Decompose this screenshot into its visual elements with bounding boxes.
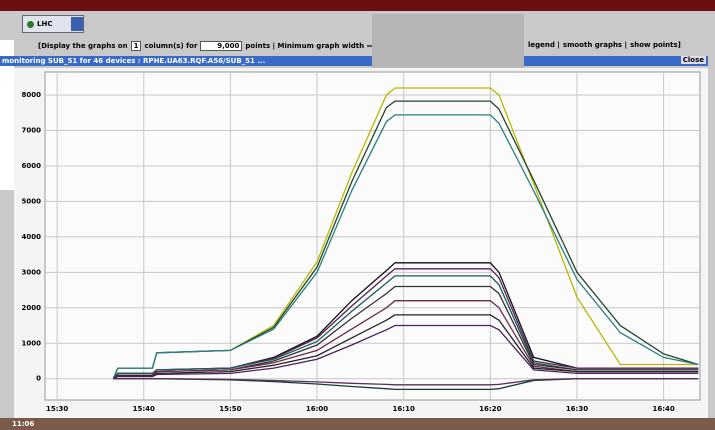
y-tick-label: 2000 xyxy=(22,304,42,312)
clock: 11:06 xyxy=(12,420,34,428)
y-tick-label: 0 xyxy=(36,375,41,383)
legend-toggle[interactable]: legend | xyxy=(528,41,560,49)
columns-input[interactable]: 1 xyxy=(131,41,142,51)
points-toggle[interactable]: show points] xyxy=(630,41,681,49)
smooth-toggle[interactable]: smooth graphs | xyxy=(563,41,627,49)
plot-area xyxy=(45,72,700,400)
text: [Display the graphs on xyxy=(38,42,128,50)
x-tick-label: 16:20 xyxy=(479,405,501,413)
options-row: [Display the graphs on 1 column(s) for 9… xyxy=(38,41,387,51)
dropdown-button[interactable] xyxy=(71,17,83,31)
window-title-bar: monitoring SUB_51 for 46 devices : RPHE.… xyxy=(0,56,708,66)
taskbar: 11:06 xyxy=(0,418,715,430)
x-tick-label: 15:30 xyxy=(46,405,68,413)
y-tick-label: 3000 xyxy=(22,268,42,276)
top-bar xyxy=(0,0,715,11)
y-tick-label: 8000 xyxy=(22,91,42,99)
x-tick-label: 16:10 xyxy=(393,405,415,413)
points-input[interactable]: 9,000 xyxy=(200,41,242,51)
chart: 0 1000 2000 3000 4000 5000 6000 7000 8000 15:30 15… xyxy=(14,68,708,418)
y-tick-label: 6000 xyxy=(22,162,42,170)
text: column(s) for xyxy=(144,42,197,50)
y-tick-label: 5000 xyxy=(22,197,42,205)
close-button[interactable]: Close xyxy=(681,56,706,64)
selector-label: LHC xyxy=(37,20,52,28)
x-tick-label: 15:40 xyxy=(133,405,155,413)
x-tick-label: 16:30 xyxy=(566,405,588,413)
selector[interactable]: LHC xyxy=(22,15,84,33)
y-tick-label: 7000 xyxy=(22,127,42,135)
x-tick-label: 15:50 xyxy=(219,405,241,413)
options-right: legend | smooth graphs | show points] xyxy=(528,41,681,49)
y-tick-label: 1000 xyxy=(22,339,42,347)
screen: LHC [Display the graphs on 1 column(s) f… xyxy=(0,0,715,430)
icon xyxy=(27,21,34,28)
window-title: monitoring SUB_51 for 46 devices : RPHE.… xyxy=(2,57,265,65)
y-tick-label: 4000 xyxy=(22,233,42,241)
text: points | Minimum graph width xyxy=(245,42,364,50)
x-tick-label: 16:00 xyxy=(306,405,328,413)
x-tick-label: 16:40 xyxy=(652,405,674,413)
